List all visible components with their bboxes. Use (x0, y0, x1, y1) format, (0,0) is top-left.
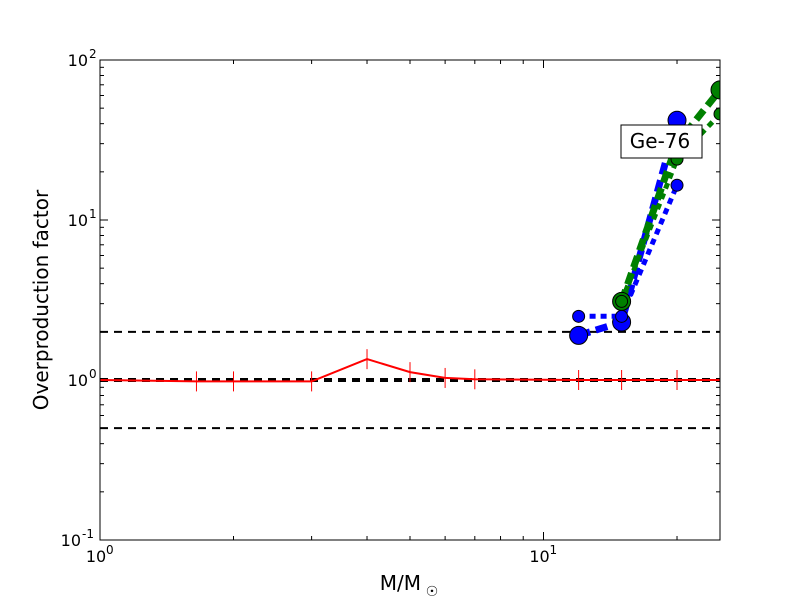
data-point (615, 294, 629, 308)
series-2 (572, 178, 684, 323)
data-point (615, 309, 629, 323)
x-axis-label-sub: ☉ (426, 584, 439, 600)
x-axis-label: M/M ☉ (380, 571, 439, 600)
y-tick-label: 10 (68, 51, 88, 70)
plot-frame (99, 59, 721, 541)
series-line (578, 184, 680, 319)
x-tick-label: 10 (86, 547, 106, 566)
y-tick-label: 10 (68, 211, 88, 230)
data-point (569, 325, 589, 345)
y-tick-label-exponent: 2 (89, 47, 97, 61)
y-tick-label-exponent: -1 (82, 527, 94, 541)
y-axis-label: Overproduction factor (29, 189, 53, 410)
data-point (710, 80, 720, 100)
data-point (670, 178, 684, 192)
y-tick-label-exponent: 0 (89, 367, 97, 381)
tick-labels: 10 -110 010 110 210 0 10 1 (61, 47, 558, 566)
series-line (100, 358, 720, 383)
y-tick-label: 10 (68, 371, 88, 390)
y-tick-label-exponent: 1 (89, 207, 97, 221)
data-point (572, 309, 586, 323)
x-tick-label: 10 (529, 547, 549, 566)
series-0 (100, 349, 720, 392)
y-tick-label: 10 (61, 531, 81, 550)
x-tick-label-exponent: 0 (106, 543, 114, 557)
data-point (713, 107, 720, 121)
annotation-box: Ge-76 (620, 124, 703, 159)
annotation-frame (620, 124, 703, 159)
x-axis-label-main: M/M (380, 571, 421, 595)
annotation-label: Ge-76 (630, 129, 690, 153)
x-tick-label-exponent: 1 (550, 543, 558, 557)
